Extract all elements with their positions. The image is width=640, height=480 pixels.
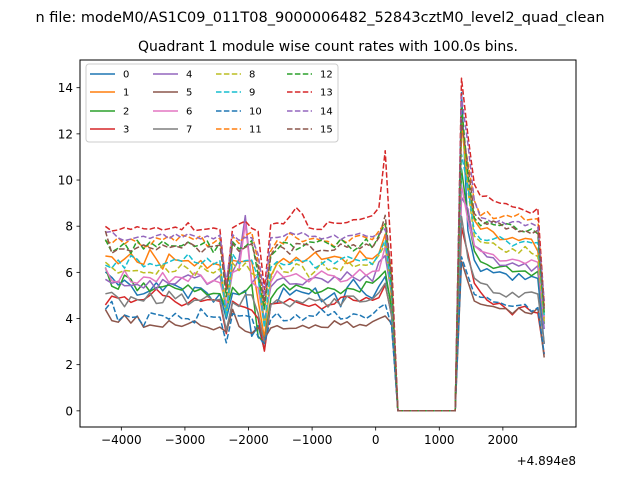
series-line-4 — [105, 196, 545, 412]
series-line-13 — [104, 77, 545, 412]
y-tick-label: 8 — [65, 220, 73, 234]
legend-label-13: 13 — [320, 88, 333, 99]
y-tick-label: 4 — [65, 312, 73, 326]
series-line-10 — [104, 256, 545, 412]
series-line-5 — [104, 260, 545, 412]
series-line-9 — [105, 153, 545, 412]
series-line-14 — [105, 95, 545, 412]
y-tick-label: 0 — [65, 404, 73, 418]
series-line-7 — [105, 215, 545, 412]
x-axis-offset-label: +4.894e8 — [517, 454, 576, 468]
x-tick-label: 1000 — [424, 433, 455, 447]
series-line-6 — [104, 184, 545, 412]
legend-label-9: 9 — [249, 88, 255, 99]
x-tick-label: −1000 — [292, 433, 333, 447]
legend-label-12: 12 — [320, 70, 333, 81]
figure-suptitle: n file: modeM0/AS1C09_011T08_9000006482_… — [35, 10, 604, 26]
legend-label-14: 14 — [320, 107, 333, 118]
legend-frame — [85, 63, 339, 143]
x-tick-label: −3000 — [165, 433, 206, 447]
series-line-12 — [104, 104, 545, 412]
y-axis-ticks: 0 2 4 6 8 10 12 14 — [58, 81, 80, 418]
legend-label-4: 4 — [186, 70, 192, 81]
legend-label-7: 7 — [186, 125, 192, 136]
legend-label-3: 3 — [123, 125, 129, 136]
legend-label-8: 8 — [249, 70, 255, 81]
y-tick-label: 14 — [58, 81, 73, 95]
series-line-8 — [104, 118, 545, 412]
series-group — [104, 77, 545, 412]
series-line-0 — [104, 91, 545, 412]
y-tick-label: 12 — [58, 127, 73, 141]
x-tick-label: −4000 — [101, 433, 142, 447]
x-tick-label: 0 — [372, 433, 380, 447]
legend-label-1: 1 — [123, 88, 129, 99]
series-line-15 — [104, 119, 545, 412]
legend-label-5: 5 — [186, 88, 192, 99]
chart-title: Quadrant 1 module wise count rates with … — [138, 39, 518, 55]
x-axis-ticks: −4000 −3000 −2000 −1000 0 1000 2000 — [101, 427, 518, 447]
y-tick-label: 2 — [65, 358, 73, 372]
legend-label-2: 2 — [123, 107, 129, 118]
legend-label-0: 0 — [123, 70, 129, 81]
plot-frame — [79, 59, 577, 428]
y-tick-label: 6 — [65, 266, 73, 280]
x-tick-label: 2000 — [488, 433, 519, 447]
legend-label-10: 10 — [249, 107, 262, 118]
legend-label-15: 15 — [320, 125, 333, 136]
legend-label-11: 11 — [249, 125, 262, 136]
legend-label-6: 6 — [186, 107, 192, 118]
y-tick-label: 10 — [58, 174, 73, 188]
x-tick-label: −2000 — [228, 433, 269, 447]
